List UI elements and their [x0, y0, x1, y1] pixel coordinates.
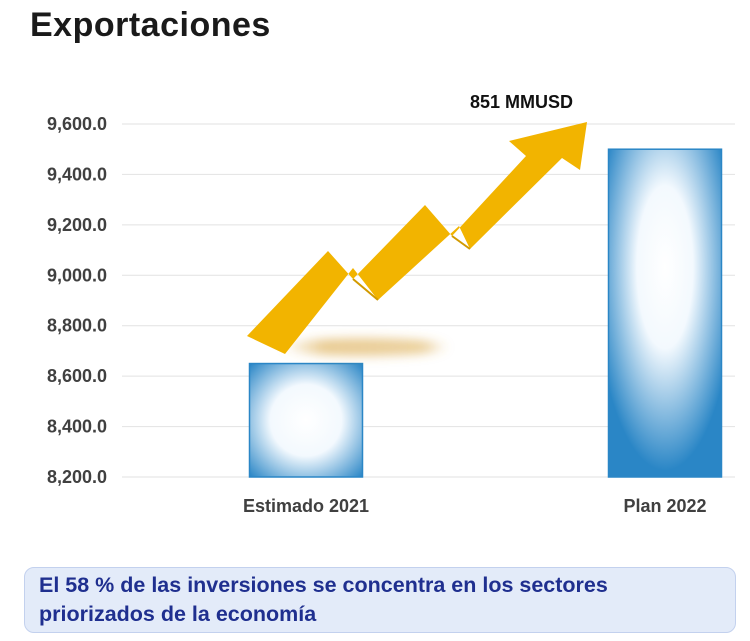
- y-tick-label: 9,200.0: [47, 215, 107, 235]
- x-category-label: Plan 2022: [623, 496, 706, 516]
- y-tick-label: 9,600.0: [47, 114, 107, 134]
- y-tick-label: 9,000.0: [47, 265, 107, 285]
- up-arrow-icon: [247, 122, 587, 354]
- annotation-label: 851 MMUSD: [470, 92, 573, 112]
- y-tick-label: 8,200.0: [47, 467, 107, 487]
- bar-estimado-2021: [248, 362, 364, 478]
- y-tick-label: 9,400.0: [47, 164, 107, 184]
- arrow-shadow: [281, 338, 449, 356]
- x-category-label: Estimado 2021: [243, 496, 369, 516]
- arrow-fold-1: [352, 278, 379, 301]
- callout-text: El 58 % de las inversiones se concentra …: [39, 573, 608, 626]
- arrow-fold-2: [451, 235, 471, 250]
- y-tick-label: 8,800.0: [47, 316, 107, 336]
- bar-plan-2022: [607, 148, 723, 478]
- y-tick-label: 8,600.0: [47, 366, 107, 386]
- page-title: Exportaciones: [30, 6, 271, 44]
- bar-chart: 8,200.0 8,400.0 8,600.0 8,800.0 9,000.0 9,200…: [47, 92, 735, 516]
- callout-box: El 58 % de las inversiones se concentra …: [24, 567, 736, 633]
- y-tick-label: 8,400.0: [47, 417, 107, 437]
